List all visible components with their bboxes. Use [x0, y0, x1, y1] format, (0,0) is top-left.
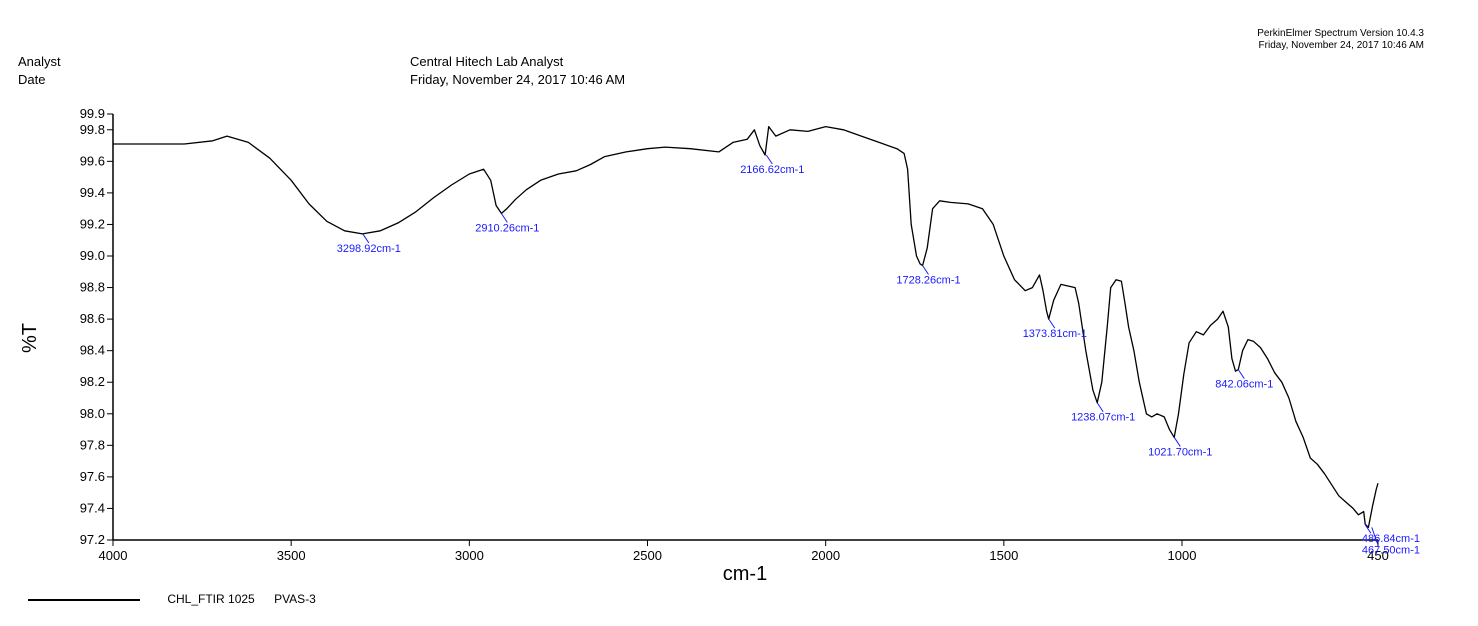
- legend: CHL_FTIR 1025 PVAS-3: [28, 592, 332, 606]
- y-tick-label: 97.2: [80, 532, 105, 547]
- x-tick-label: 2500: [633, 548, 662, 563]
- x-tick-label: 4000: [99, 548, 128, 563]
- spectrum-line: [113, 125, 1379, 529]
- peak-label: 3298.92cm-1: [337, 243, 401, 255]
- peak-label: 1373.81cm-1: [1023, 328, 1087, 340]
- date-value: Friday, November 24, 2017 10:46 AM: [410, 72, 626, 87]
- analyst-label: Analyst: [18, 54, 61, 69]
- software-version: PerkinElmer Spectrum Version 10.4.3: [1257, 28, 1424, 39]
- chart-axes: [112, 114, 1378, 541]
- peak-label: 467.50cm-1: [1362, 544, 1420, 556]
- y-tick-label: 98.4: [80, 343, 105, 358]
- y-tick-label: 98.8: [80, 280, 105, 295]
- software-date: Friday, November 24, 2017 10:46 AM: [1258, 40, 1424, 51]
- y-tick-label: 97.8: [80, 437, 105, 452]
- y-tick-label: 99.2: [80, 216, 105, 231]
- peak-label: 1021.70cm-1: [1148, 446, 1212, 458]
- legend-sample-name: PVAS-3: [274, 592, 316, 606]
- y-tick-label: 99.4: [80, 185, 105, 200]
- x-tick-label: 450: [1367, 548, 1389, 563]
- legend-sample-id: CHL_FTIR 1025: [167, 592, 255, 606]
- y-tick-label: 98.0: [80, 406, 105, 421]
- peak-leader-line: [765, 154, 773, 165]
- peak-leader-line: [362, 233, 370, 244]
- x-tick-label: 1500: [989, 548, 1018, 563]
- analyst-value: Central Hitech Lab Analyst: [410, 54, 564, 69]
- peak-label: 1238.07cm-1: [1071, 412, 1135, 424]
- y-tick-label: 99.6: [80, 153, 105, 168]
- peak-leader-line: [1173, 437, 1181, 447]
- peak-label: 2910.26cm-1: [475, 222, 539, 234]
- peak-leader-line: [1371, 527, 1379, 545]
- y-tick-label: 99.0: [80, 248, 105, 263]
- peak-leader-line: [922, 265, 929, 275]
- y-axis-label: %T: [19, 323, 41, 353]
- y-tick-label: 97.6: [80, 469, 105, 484]
- peak-leader-line: [500, 213, 508, 223]
- peak-label: 486.84cm-1: [1362, 533, 1420, 545]
- x-tick-label: 3000: [455, 548, 484, 563]
- peak-label: 1728.26cm-1: [896, 274, 960, 286]
- y-tick-label: 98.2: [80, 374, 105, 389]
- chart-series: [113, 125, 1379, 529]
- peak-leader-line: [1048, 318, 1056, 329]
- legend-line-swatch: [28, 598, 140, 601]
- y-tick-label: 98.6: [80, 311, 105, 326]
- y-tick-label: 97.4: [80, 500, 105, 515]
- chart-ticks: 4000 3500 3000 2500 2000 1500 1000 450 97.2 97.4 9…: [80, 106, 1389, 563]
- x-tick-label: 3500: [277, 548, 306, 563]
- peak-label: 2166.62cm-1: [740, 164, 804, 176]
- software-info: PerkinElmer Spectrum Version 10.4.3 Frid…: [1257, 28, 1424, 52]
- peak-leader-line: [1096, 402, 1104, 413]
- y-tick-label: 99.9: [80, 106, 105, 121]
- peak-label: 842.06cm-1: [1215, 379, 1273, 391]
- date-label: Date: [18, 72, 46, 87]
- peak-leader-line: [1237, 369, 1245, 379]
- y-tick-label: 99.8: [80, 122, 105, 137]
- x-axis-label: cm-1: [723, 563, 767, 585]
- chart-peak-labels: 3298.92cm-1 2910.26cm-1 2166.62cm-1 1728.26…: [337, 154, 1420, 556]
- x-tick-label: 1000: [1168, 548, 1197, 563]
- peak-leader-line: [1364, 523, 1372, 534]
- x-tick-label: 2000: [811, 548, 840, 563]
